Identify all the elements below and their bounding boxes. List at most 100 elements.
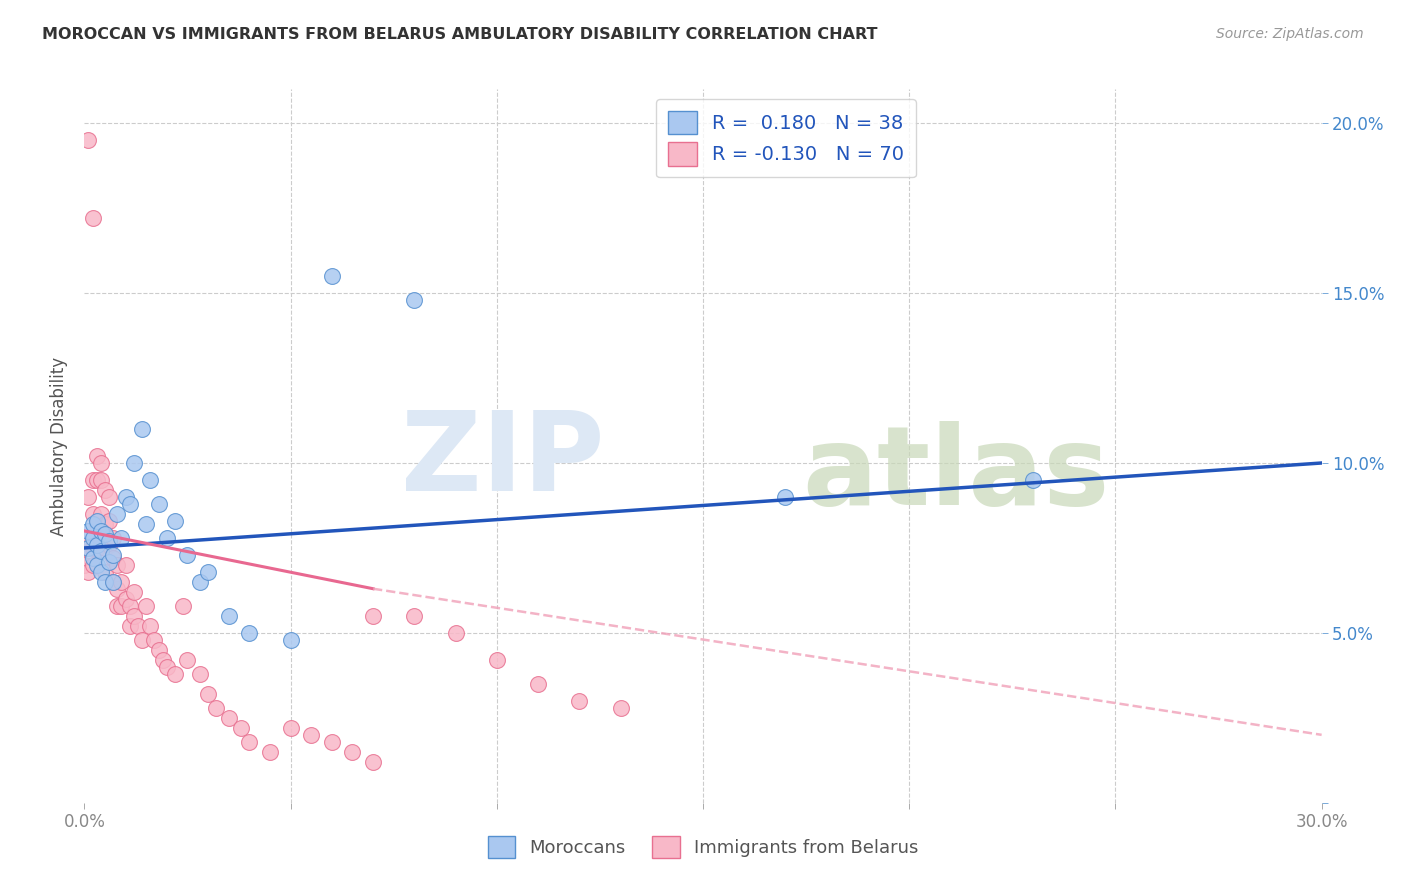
Point xyxy=(114,558,136,572)
Point xyxy=(90,524,112,538)
Text: atlas: atlas xyxy=(801,421,1109,528)
Point xyxy=(94,541,117,555)
Point xyxy=(404,293,426,307)
Point xyxy=(321,734,343,748)
Point xyxy=(105,599,128,613)
Point xyxy=(73,541,96,555)
Point xyxy=(110,599,132,613)
Point xyxy=(1022,473,1045,487)
Point xyxy=(90,565,112,579)
Point xyxy=(568,694,591,708)
Point xyxy=(131,422,153,436)
Point xyxy=(82,517,104,532)
Point xyxy=(122,608,145,623)
Point xyxy=(259,745,281,759)
Point xyxy=(118,599,141,613)
Point xyxy=(90,544,112,558)
Point xyxy=(86,514,108,528)
Point xyxy=(238,734,260,748)
Point xyxy=(122,456,145,470)
Point xyxy=(135,599,157,613)
Point xyxy=(73,558,96,572)
Point xyxy=(82,507,104,521)
Point xyxy=(139,473,162,487)
Point xyxy=(321,269,343,284)
Point xyxy=(188,574,211,589)
Point xyxy=(86,449,108,463)
Point xyxy=(148,643,170,657)
Point xyxy=(90,456,112,470)
Point xyxy=(94,565,117,579)
Point xyxy=(361,608,384,623)
Point xyxy=(197,565,219,579)
Point xyxy=(118,619,141,633)
Point xyxy=(156,660,179,674)
Point xyxy=(82,473,104,487)
Point xyxy=(122,585,145,599)
Point xyxy=(218,711,240,725)
Point xyxy=(127,619,149,633)
Point xyxy=(90,531,112,545)
Legend: Moroccans, Immigrants from Belarus: Moroccans, Immigrants from Belarus xyxy=(481,829,925,865)
Point xyxy=(299,728,322,742)
Text: MOROCCAN VS IMMIGRANTS FROM BELARUS AMBULATORY DISABILITY CORRELATION CHART: MOROCCAN VS IMMIGRANTS FROM BELARUS AMBU… xyxy=(42,27,877,42)
Point xyxy=(444,626,467,640)
Point xyxy=(77,531,100,545)
Point xyxy=(188,666,211,681)
Point xyxy=(131,632,153,647)
Point xyxy=(143,632,166,647)
Point xyxy=(172,599,194,613)
Point xyxy=(77,490,100,504)
Point xyxy=(86,517,108,532)
Point xyxy=(98,534,121,549)
Point xyxy=(176,548,198,562)
Point xyxy=(110,531,132,545)
Point xyxy=(90,473,112,487)
Point xyxy=(404,608,426,623)
Point xyxy=(139,619,162,633)
Point xyxy=(94,483,117,498)
Point xyxy=(609,700,631,714)
Point xyxy=(98,537,121,551)
Point xyxy=(218,608,240,623)
Point xyxy=(103,548,125,562)
Point xyxy=(114,490,136,504)
Point xyxy=(77,565,100,579)
Text: ZIP: ZIP xyxy=(401,407,605,514)
Point xyxy=(82,531,104,545)
Point xyxy=(98,514,121,528)
Point xyxy=(229,721,252,735)
Point xyxy=(103,551,125,566)
Point xyxy=(165,666,187,681)
Point xyxy=(118,497,141,511)
Point xyxy=(82,558,104,572)
Point xyxy=(280,721,302,735)
Point xyxy=(77,133,100,147)
Point xyxy=(77,524,100,538)
Point xyxy=(86,537,108,551)
Point xyxy=(205,700,228,714)
Point xyxy=(342,745,364,759)
Point xyxy=(77,541,100,555)
Point xyxy=(238,626,260,640)
Point xyxy=(86,541,108,555)
Text: Source: ZipAtlas.com: Source: ZipAtlas.com xyxy=(1216,27,1364,41)
Point xyxy=(103,531,125,545)
Point xyxy=(135,517,157,532)
Point xyxy=(280,632,302,647)
Point xyxy=(90,507,112,521)
Point xyxy=(775,490,797,504)
Point xyxy=(156,531,179,545)
Point xyxy=(105,582,128,596)
Point xyxy=(94,527,117,541)
Point xyxy=(361,755,384,769)
Point xyxy=(485,653,508,667)
Point xyxy=(110,574,132,589)
Point xyxy=(197,687,219,701)
Point xyxy=(148,497,170,511)
Point xyxy=(165,514,187,528)
Point xyxy=(105,558,128,572)
Point xyxy=(103,574,125,589)
Point xyxy=(152,653,174,667)
Y-axis label: Ambulatory Disability: Ambulatory Disability xyxy=(51,357,69,535)
